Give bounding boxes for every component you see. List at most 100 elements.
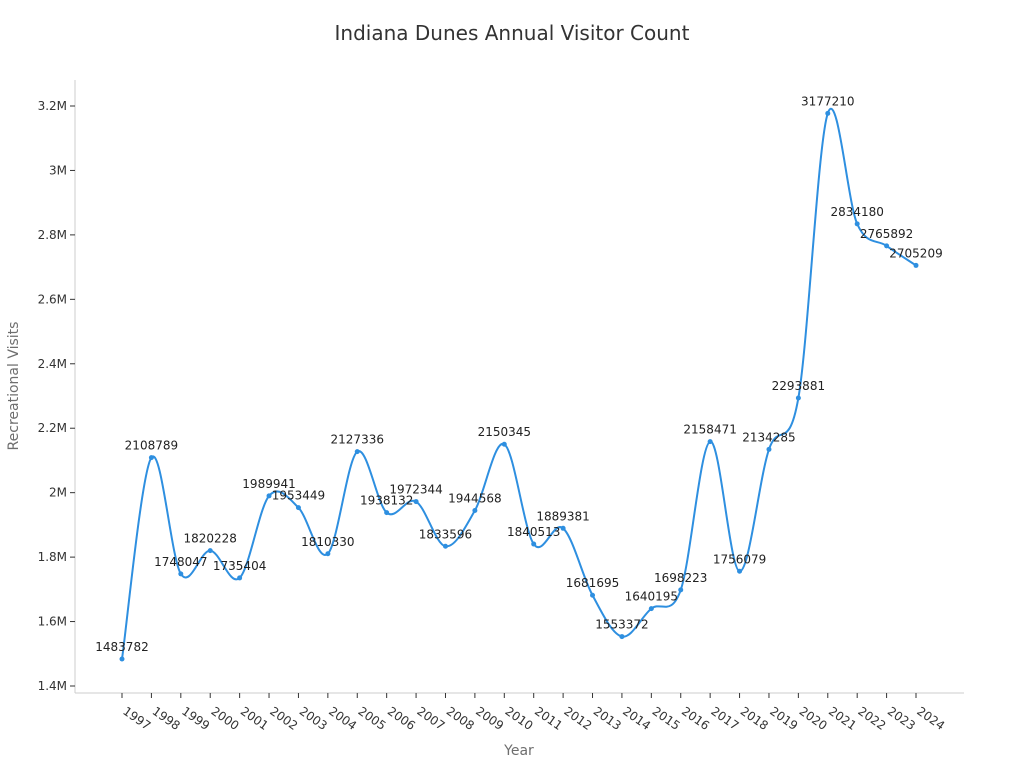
data-point: [237, 575, 243, 581]
x-tick-label: 2019: [767, 704, 800, 733]
points-group: [119, 110, 919, 662]
data-point: [325, 551, 331, 557]
y-axis-title: Recreational Visits: [6, 322, 22, 451]
data-label: 1810330: [301, 535, 354, 549]
data-label: 1972344: [389, 483, 442, 497]
x-tick-label: 1999: [179, 704, 212, 733]
data-point: [384, 510, 390, 516]
data-label: 2150345: [478, 425, 531, 439]
data-point: [619, 634, 625, 640]
y-tick-label: 2.6M: [38, 292, 67, 306]
x-tick-label: 2020: [797, 704, 830, 733]
x-tick-label: 1997: [120, 704, 153, 733]
x-tick-label: 2004: [326, 704, 359, 733]
data-point: [648, 606, 654, 612]
data-point: [472, 508, 478, 514]
data-point: [266, 493, 272, 499]
x-tick-label: 2021: [826, 704, 859, 733]
data-point: [531, 541, 537, 547]
x-tick-label: 2003: [297, 704, 330, 733]
axes: [74, 80, 964, 694]
data-point: [413, 499, 419, 505]
data-point: [825, 110, 831, 116]
data-point: [678, 587, 684, 593]
data-label: 2134285: [742, 430, 795, 444]
x-tick-label: 2024: [914, 704, 947, 733]
x-tick-label: 2018: [738, 704, 771, 733]
y-tick-label: 2M: [49, 486, 67, 500]
data-labels: 1483782 2108789 1748047 1820228 1735404 19899…: [95, 94, 942, 654]
data-point: [737, 568, 743, 574]
y-ticks: 1.4M 1.6M 1.8M 2M 2.2M 2.4M 2.6M 2.8M 3M 3.2M: [38, 99, 75, 693]
data-point: [501, 441, 507, 447]
data-label: 1953449: [272, 489, 325, 503]
data-point: [178, 571, 184, 577]
data-label: 1681695: [566, 576, 619, 590]
data-label: 1735404: [213, 559, 266, 573]
chart-title: Indiana Dunes Annual Visitor Count: [335, 21, 690, 45]
data-label: 1889381: [536, 509, 589, 523]
x-tick-label: 2002: [267, 704, 300, 733]
data-label: 1820228: [183, 532, 236, 546]
y-tick-label: 2.4M: [38, 357, 67, 371]
x-tick-label: 2010: [503, 704, 536, 733]
x-tick-label: 1998: [150, 704, 183, 733]
data-point: [795, 395, 801, 401]
y-tick-label: 1.8M: [38, 550, 67, 564]
x-tick-label: 2011: [532, 704, 565, 733]
data-label: 2127336: [331, 433, 384, 447]
x-tick-label: 2009: [473, 704, 506, 733]
data-label: 1553372: [595, 618, 648, 632]
x-tick-label: 2008: [444, 704, 477, 733]
data-label: 2705209: [889, 246, 942, 260]
data-label: 1944568: [448, 492, 501, 506]
y-tick-label: 1.6M: [38, 615, 67, 629]
x-tick-label: 2005: [356, 704, 389, 733]
x-tick-label: 2014: [620, 704, 653, 733]
data-label: 1640195: [625, 590, 678, 604]
data-label: 1483782: [95, 640, 148, 654]
data-point: [913, 262, 919, 268]
data-label: 2158471: [683, 423, 736, 437]
data-point: [295, 505, 301, 511]
x-tick-label: 2017: [708, 704, 741, 733]
data-label: 2293881: [772, 379, 825, 393]
data-label: 3177210: [801, 94, 854, 108]
data-point: [560, 525, 566, 531]
y-tick-label: 1.4M: [38, 679, 67, 693]
data-label: 2765892: [860, 227, 913, 241]
y-tick-label: 2.2M: [38, 421, 67, 435]
data-point: [119, 656, 125, 662]
x-tick-label: 2006: [385, 704, 418, 733]
x-tick-label: 2001: [238, 704, 271, 733]
x-tick-label: 2012: [561, 704, 594, 733]
x-tick-label: 2023: [885, 704, 918, 733]
data-label: 2834180: [830, 205, 883, 219]
y-tick-label: 2.8M: [38, 228, 67, 242]
data-point: [766, 446, 772, 452]
data-label: 1989941: [242, 477, 295, 491]
data-point: [590, 592, 596, 598]
y-tick-label: 3M: [49, 163, 67, 177]
x-axis-title: Year: [503, 743, 534, 759]
data-point: [148, 455, 154, 461]
data-point: [207, 548, 213, 554]
data-label: 1833596: [419, 527, 472, 541]
data-label: 1748047: [154, 555, 207, 569]
data-point: [354, 449, 360, 455]
x-tick-label: 2016: [679, 704, 712, 733]
data-point: [442, 543, 448, 549]
data-label: 1756079: [713, 552, 766, 566]
data-label: 1698223: [654, 571, 707, 585]
y-tick-label: 3.2M: [38, 99, 67, 113]
data-label: 2108789: [125, 439, 178, 453]
data-point: [707, 439, 713, 445]
x-tick-label: 2015: [650, 704, 683, 733]
data-point: [854, 221, 860, 227]
x-tick-label: 2013: [591, 704, 624, 733]
x-tick-label: 2000: [209, 704, 242, 733]
x-tick-label: 2022: [855, 704, 888, 733]
x-ticks: 1997199819992000200120022003200420052006…: [120, 693, 947, 733]
